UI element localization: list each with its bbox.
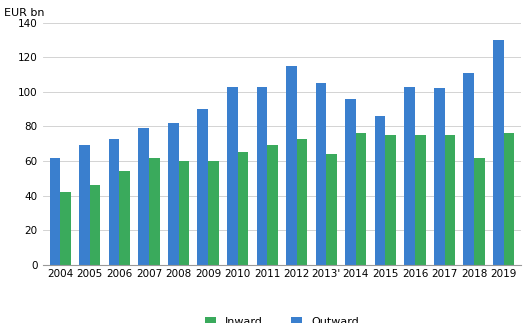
Text: EUR bn: EUR bn: [4, 8, 45, 18]
Bar: [197, 109, 208, 265]
Bar: [79, 145, 90, 265]
Bar: [168, 123, 179, 265]
Bar: [179, 161, 189, 265]
Bar: [49, 158, 60, 265]
Bar: [326, 154, 337, 265]
Bar: [208, 161, 219, 265]
Legend: Inward, Outward: Inward, Outward: [205, 317, 359, 323]
Bar: [445, 135, 455, 265]
Bar: [267, 145, 278, 265]
Bar: [256, 87, 267, 265]
Bar: [119, 172, 130, 265]
Bar: [315, 83, 326, 265]
Bar: [434, 89, 445, 265]
Bar: [375, 116, 385, 265]
Bar: [504, 133, 514, 265]
Bar: [474, 158, 485, 265]
Bar: [149, 158, 160, 265]
Bar: [404, 87, 415, 265]
Bar: [109, 139, 119, 265]
Bar: [356, 133, 367, 265]
Bar: [238, 152, 248, 265]
Bar: [138, 128, 149, 265]
Bar: [60, 192, 71, 265]
Bar: [227, 87, 238, 265]
Bar: [415, 135, 426, 265]
Bar: [90, 185, 101, 265]
Bar: [345, 99, 356, 265]
Bar: [385, 135, 396, 265]
Bar: [493, 40, 504, 265]
Bar: [297, 139, 307, 265]
Bar: [286, 66, 297, 265]
Bar: [463, 73, 474, 265]
